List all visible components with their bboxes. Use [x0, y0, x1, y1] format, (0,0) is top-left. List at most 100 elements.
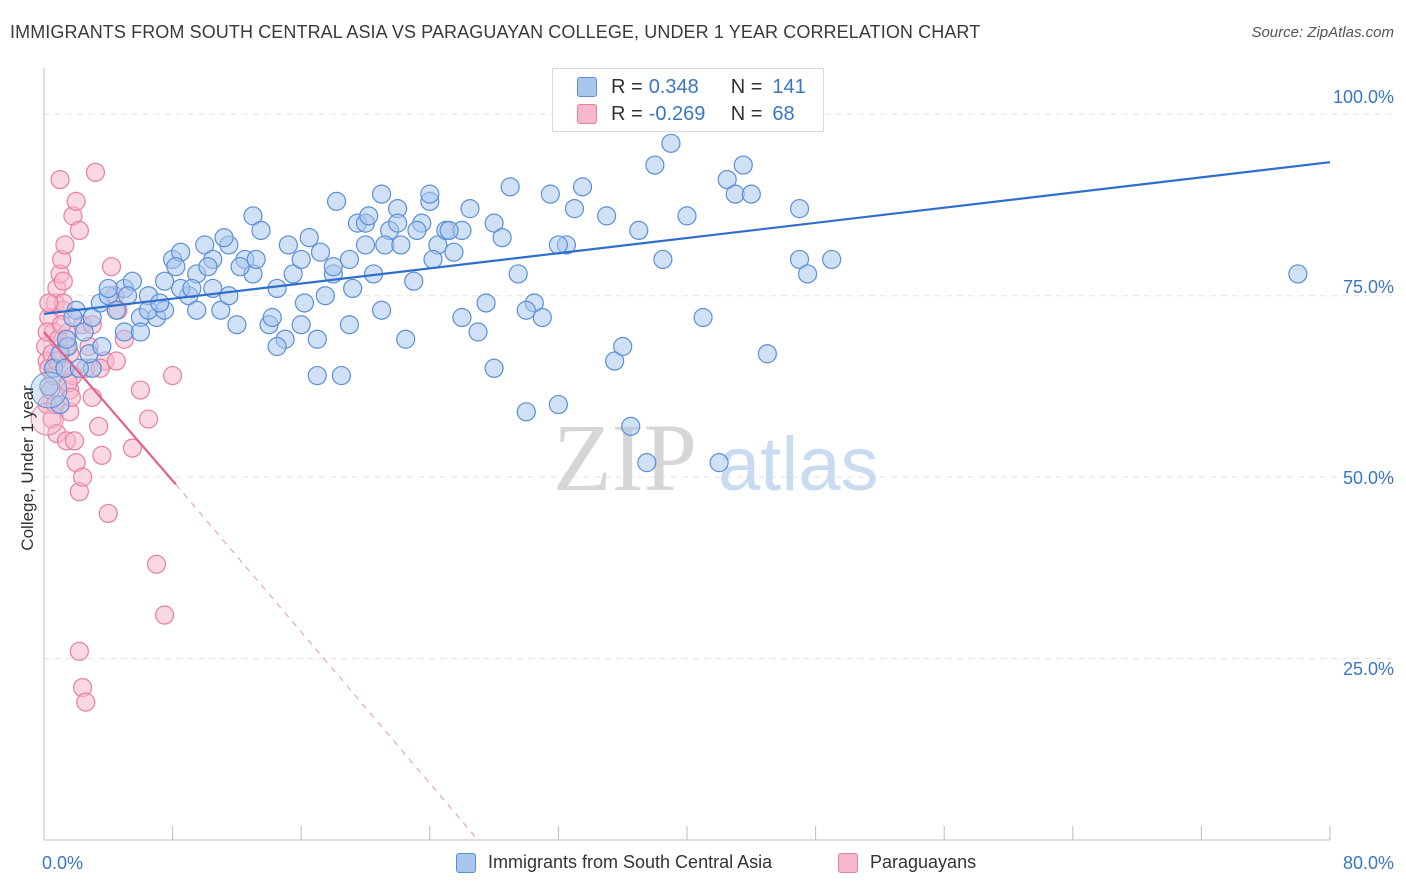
- data-point-south-central-asia: [613, 336, 633, 357]
- data-point-south-central-asia: [597, 206, 617, 226]
- data-point-south-central-asia: [717, 170, 737, 190]
- data-point-south-central-asia: [195, 235, 215, 255]
- data-point-south-central-asia: [822, 249, 842, 270]
- data-point-south-central-asia: [262, 307, 282, 328]
- y-tick-label: 75.0%: [1342, 277, 1394, 297]
- legend-r-value: 0.348: [648, 75, 699, 98]
- data-point-paraguayan: [130, 380, 151, 400]
- data-point-south-central-asia: [246, 249, 266, 270]
- data-point-south-central-asia: [1288, 264, 1308, 284]
- data-point-south-central-asia: [211, 300, 231, 320]
- data-point-south-central-asia: [548, 235, 569, 255]
- data-point-south-central-asia: [572, 177, 593, 197]
- grid-lines: [44, 113, 1392, 660]
- data-point-paraguayan: [122, 438, 143, 458]
- data-point-south-central-asia: [391, 235, 411, 255]
- data-point-south-central-asia-large: [30, 371, 68, 409]
- data-point-paraguayan: [101, 257, 122, 277]
- data-point-south-central-asia: [709, 453, 729, 473]
- data-point-paraguayan: [55, 235, 75, 255]
- legend-r-label: R =: [611, 102, 643, 125]
- data-point-paraguayan: [69, 641, 89, 661]
- data-point-south-central-asia: [460, 199, 480, 219]
- data-point-south-central-asia: [637, 453, 657, 473]
- axes: [43, 68, 1331, 841]
- data-point-south-central-asia: [114, 322, 134, 342]
- data-point-paraguayan: [154, 605, 175, 625]
- data-point-south-central-asia: [267, 336, 287, 357]
- data-point-south-central-asia: [331, 365, 351, 386]
- data-point-south-central-asia: [500, 177, 520, 197]
- legend-label: Paraguayans: [870, 852, 977, 872]
- data-point-south-central-asia: [516, 402, 536, 422]
- data-point-paraguayan: [106, 351, 126, 371]
- data-point-south-central-asia: [605, 351, 625, 371]
- legend-item-south-central-asia: Immigrants from South Central Asia: [456, 852, 772, 873]
- legend-swatch-pink: [577, 104, 597, 124]
- x-tick-label-min: 0.0%: [42, 853, 84, 873]
- data-point-south-central-asia: [251, 220, 271, 240]
- data-point-south-central-asia: [388, 213, 408, 233]
- data-point-south-central-asia: [39, 376, 59, 397]
- legend-r-label: R =: [611, 75, 643, 98]
- data-point-paraguayan: [69, 220, 89, 240]
- data-point-paraguayan: [138, 409, 159, 429]
- data-point-paraguayan: [92, 445, 112, 465]
- data-point-south-central-asia: [741, 184, 761, 204]
- data-point-south-central-asia: [508, 264, 528, 284]
- data-point-south-central-asia: [299, 228, 319, 248]
- data-point-paraguayan: [53, 271, 73, 291]
- data-point-south-central-asia: [267, 278, 287, 299]
- legend-swatch-pink: [838, 852, 858, 873]
- data-point-south-central-asia: [540, 184, 560, 204]
- data-point-south-central-asia: [492, 228, 512, 248]
- data-point-paraguayan: [64, 431, 85, 451]
- correlation-legend: R = 0.348 N = 141 R = -0.269 N = 68: [552, 68, 824, 132]
- legend-n-label: N =: [730, 75, 763, 98]
- y-tick-label: 25.0%: [1342, 659, 1394, 679]
- data-point-south-central-asia: [150, 293, 170, 313]
- series-south-central-asia: [30, 133, 1308, 473]
- legend-swatch-blue: [456, 852, 476, 873]
- data-point-paraguayan: [146, 554, 167, 574]
- data-point-south-central-asia: [548, 394, 569, 415]
- data-point-south-central-asia: [404, 271, 424, 291]
- data-point-south-central-asia: [677, 206, 697, 226]
- data-point-south-central-asia: [564, 199, 585, 219]
- data-point-south-central-asia: [227, 315, 247, 335]
- data-point-paraguayan: [72, 467, 93, 487]
- data-point-south-central-asia: [92, 336, 112, 357]
- data-point-south-central-asia: [452, 307, 472, 328]
- data-point-paraguayan: [76, 692, 96, 712]
- data-point-south-central-asia: [396, 329, 416, 349]
- data-point-south-central-asia: [757, 344, 777, 364]
- data-point-south-central-asia: [629, 220, 649, 240]
- data-point-south-central-asia: [423, 249, 443, 270]
- data-point-south-central-asia: [476, 293, 496, 313]
- data-point-south-central-asia: [243, 206, 263, 226]
- data-point-south-central-asia: [420, 184, 440, 204]
- x-tick-label-max: 80.0%: [1342, 853, 1394, 873]
- legend-row-paraguayans: R = -0.269 N = 68: [577, 102, 795, 126]
- watermark-atlas: atlas: [718, 422, 879, 507]
- data-point-south-central-asia: [230, 257, 250, 277]
- data-point-south-central-asia: [789, 249, 810, 270]
- data-point-south-central-asia: [339, 249, 360, 270]
- data-point-south-central-asia: [343, 278, 363, 299]
- data-point-south-central-asia: [326, 191, 347, 211]
- source-label: Source: ZipAtlas.com: [1251, 24, 1394, 41]
- data-point-south-central-asia: [278, 235, 298, 255]
- data-point-south-central-asia: [130, 322, 151, 342]
- data-point-south-central-asia: [154, 271, 175, 291]
- legend-swatch-blue: [577, 77, 597, 97]
- data-point-paraguayan: [39, 293, 59, 313]
- data-point-south-central-asia: [219, 286, 239, 306]
- data-point-south-central-asia: [307, 329, 327, 349]
- data-point-south-central-asia: [323, 257, 343, 277]
- series-paraguayans: [30, 162, 183, 712]
- data-point-south-central-asia: [98, 278, 118, 299]
- data-point-paraguayan: [50, 170, 70, 190]
- data-point-south-central-asia: [733, 155, 753, 175]
- data-point-south-central-asia: [315, 286, 335, 306]
